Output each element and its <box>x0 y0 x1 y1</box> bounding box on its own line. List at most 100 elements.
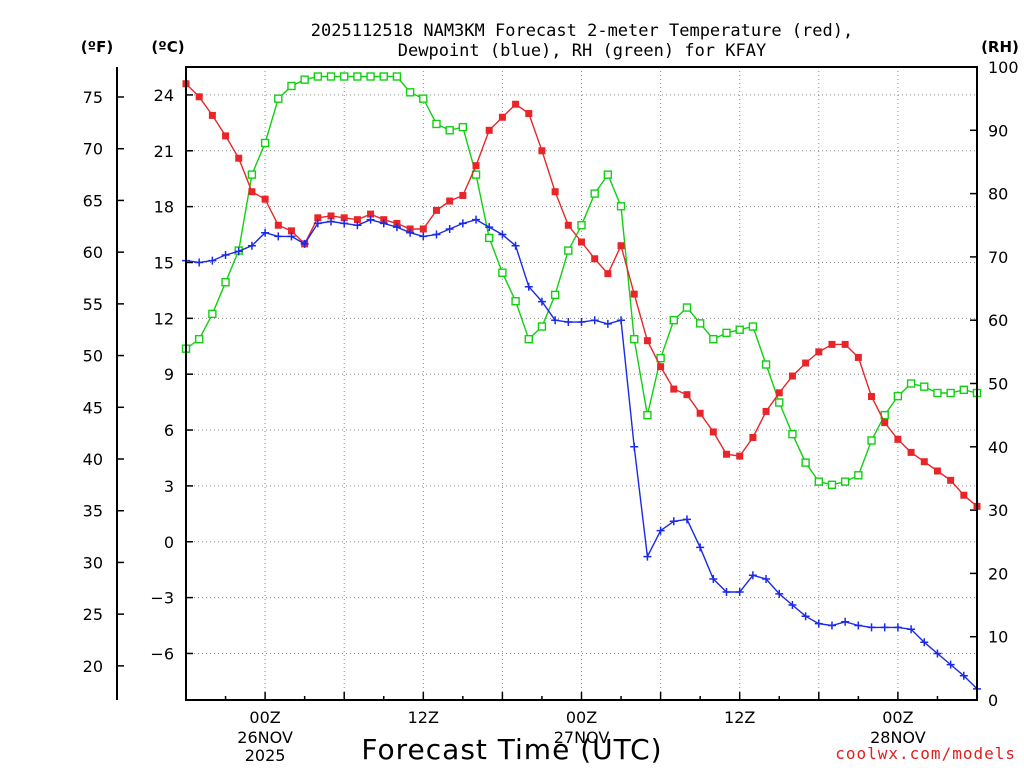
dewpoint-point <box>880 623 889 632</box>
dewpoint-point <box>669 517 678 526</box>
rh-point <box>300 75 309 84</box>
rh-point <box>564 246 573 255</box>
temperature-point <box>749 433 757 441</box>
rh-point <box>485 233 494 243</box>
temperature-point <box>498 113 506 121</box>
temperature-point <box>459 191 467 199</box>
rh-point <box>814 477 823 486</box>
celsius-tick-label: 15 <box>154 253 174 272</box>
celsius-tick-label: −3 <box>150 589 174 608</box>
rh-point <box>247 170 257 179</box>
celsius-tick-label: 0 <box>164 533 174 552</box>
rh-tick-label: 100 <box>988 58 1019 77</box>
dewpoint-point <box>577 318 586 327</box>
temperature-point <box>314 214 322 222</box>
dewpoint-point <box>247 241 256 250</box>
temperature-point <box>551 188 559 196</box>
rh-point <box>735 325 744 334</box>
dewpoint-point <box>748 571 757 580</box>
temperature-point <box>736 452 744 460</box>
rh-point <box>933 388 942 398</box>
temperature-point <box>446 197 454 205</box>
temperature-point <box>723 450 731 458</box>
dewpoint-point <box>208 256 217 265</box>
rh-point <box>287 81 296 91</box>
rh-point <box>379 72 388 81</box>
rh-point <box>498 268 507 277</box>
temperature-point <box>696 409 704 417</box>
dewpoint-point <box>590 316 599 325</box>
temperature-point <box>367 210 375 218</box>
temperature-point <box>657 363 665 371</box>
dewpoint-point <box>867 623 876 632</box>
dewpoint-line <box>185 218 978 690</box>
rh-point <box>194 334 204 344</box>
fahrenheit-tick-label: 60 <box>83 243 103 262</box>
dewpoint-point <box>524 282 533 291</box>
celsius-tick-label: −6 <box>150 644 174 663</box>
rh-point <box>616 202 626 211</box>
fahrenheit-tick-label: 55 <box>83 295 103 314</box>
dewpoint-point <box>313 219 322 228</box>
rh-point <box>893 391 903 401</box>
rh-point <box>906 379 916 388</box>
temperature-point <box>274 221 282 229</box>
rh-tick-label: 0 <box>988 691 998 710</box>
dewpoint-point <box>537 297 546 306</box>
dewpoint-point <box>234 247 243 256</box>
x-tick-label-date: 27NOV <box>554 728 610 747</box>
fahrenheit-tick-label: 40 <box>83 450 103 469</box>
plot-frame <box>185 66 978 701</box>
fahrenheit-axis-unit: (ºF) <box>81 38 113 56</box>
temperature-point <box>248 188 256 196</box>
rh-point <box>590 189 599 198</box>
rh-point <box>788 429 797 439</box>
rh-point <box>340 72 349 81</box>
rh-point <box>801 458 810 467</box>
dewpoint-point <box>261 228 270 237</box>
dewpoint-point <box>656 526 665 535</box>
temperature-point <box>815 348 823 356</box>
dewpoint-point <box>946 660 955 669</box>
fahrenheit-tick-label: 20 <box>83 657 103 676</box>
dewpoint-point <box>458 219 467 228</box>
dewpoint-point <box>735 588 744 597</box>
temperature-point <box>564 221 572 229</box>
temperature-point <box>630 290 638 298</box>
temperature-point <box>802 359 810 367</box>
x-axis-label: Forecast Time (UTC) <box>361 733 662 766</box>
x-tick-label-time: 00Z <box>249 708 280 727</box>
rh-point <box>260 138 270 148</box>
dewpoint-point <box>366 215 375 224</box>
temperature-point <box>512 100 520 108</box>
dewpoint-point <box>511 241 520 250</box>
rh-point <box>524 334 533 344</box>
temperature-point <box>287 227 295 235</box>
rh-point <box>326 72 336 81</box>
temperature-point <box>854 353 862 361</box>
x-tick-label-time: 12Z <box>408 708 439 727</box>
rh-point <box>274 94 283 103</box>
x-tick-label-date: 28NOV <box>870 728 926 747</box>
dewpoint-point <box>630 442 639 451</box>
chart-title-line2: Dewpoint (blue), RH (green) for KFAY <box>398 41 766 61</box>
rh-point <box>537 322 547 331</box>
x-tick-label-year: 2025 <box>245 746 286 765</box>
dewpoint-point <box>419 232 428 241</box>
rh-point <box>643 410 652 420</box>
rh-tick-label: 50 <box>988 375 1008 394</box>
fahrenheit-axis: 75 70 65 60 55 50 45 40 35 30 25 20 <box>83 67 124 700</box>
rh-point <box>656 353 665 363</box>
temperature-point <box>591 255 599 263</box>
rh-tick-label: 40 <box>988 438 1008 457</box>
dewpoint-point <box>287 232 296 241</box>
celsius-tick-label: 18 <box>154 198 174 217</box>
dewpoint-point <box>472 215 481 224</box>
celsius-axis-unit: (ºC) <box>151 38 184 56</box>
temperature-point <box>881 419 889 427</box>
dewpoint-point <box>353 221 362 230</box>
rh-point <box>682 303 692 312</box>
temperature-point <box>432 206 440 214</box>
temperature-point <box>222 132 230 140</box>
